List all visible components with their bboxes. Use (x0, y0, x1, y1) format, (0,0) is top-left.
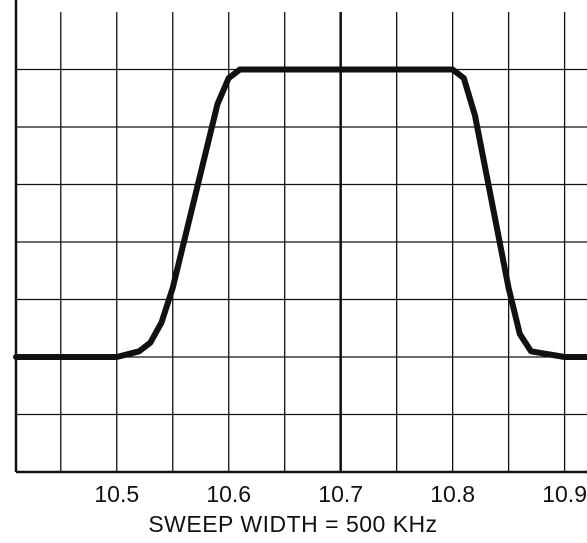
x-tick-labels: 10.5 10.6 10.7 10.8 10.9 (94, 481, 587, 507)
x-tick-label: 10.7 (318, 481, 363, 507)
series-layer (13, 66, 587, 360)
x-tick-label: 10.9 (542, 481, 587, 507)
x-axis-label: SWEEP WIDTH = 500 KHz (148, 511, 437, 537)
axis-frame (14, 0, 587, 474)
x-tick-label: 10.6 (206, 481, 251, 507)
x-tick-label: 10.5 (94, 481, 139, 507)
response-curve (13, 66, 587, 360)
x-tick-label: 10.8 (430, 481, 475, 507)
